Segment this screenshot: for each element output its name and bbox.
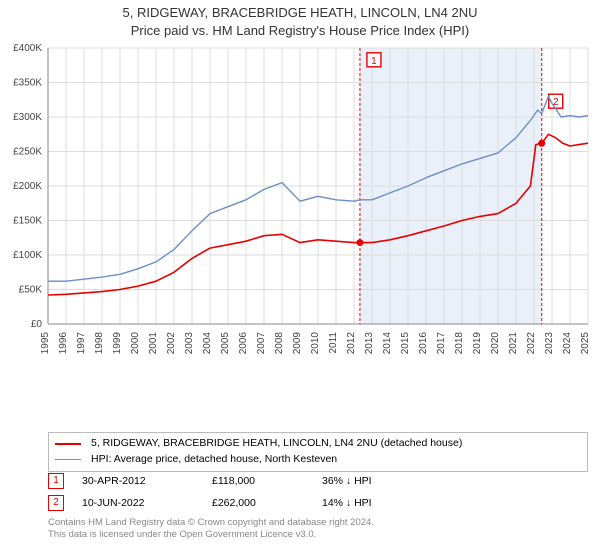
- legend: 5, RIDGEWAY, BRACEBRIDGE HEATH, LINCOLN,…: [48, 432, 588, 472]
- svg-text:1997: 1997: [76, 332, 87, 355]
- marker-badge: 2: [48, 495, 64, 511]
- title-line2: Price paid vs. HM Land Registry's House …: [0, 22, 600, 40]
- svg-text:1: 1: [371, 56, 377, 67]
- marker-row: 1 30-APR-2012£118,00036% ↓ HPI: [48, 473, 588, 489]
- svg-text:2018: 2018: [454, 332, 465, 355]
- svg-text:2024: 2024: [562, 332, 573, 355]
- marker-table: 1 30-APR-2012£118,00036% ↓ HPI 2 10-JUN-202…: [48, 473, 588, 517]
- title-line1: 5, RIDGEWAY, BRACEBRIDGE HEATH, LINCOLN,…: [0, 4, 600, 22]
- svg-text:2005: 2005: [220, 332, 231, 355]
- svg-text:2000: 2000: [130, 332, 141, 355]
- license-line2: This data is licensed under the Open Gov…: [48, 529, 588, 541]
- svg-text:£350K: £350K: [13, 78, 42, 89]
- svg-text:2003: 2003: [184, 332, 195, 355]
- legend-item: 5, RIDGEWAY, BRACEBRIDGE HEATH, LINCOLN,…: [55, 436, 581, 452]
- svg-text:£50K: £50K: [19, 285, 43, 296]
- svg-text:£400K: £400K: [13, 43, 42, 54]
- svg-text:1999: 1999: [112, 332, 123, 355]
- chart-title: 5, RIDGEWAY, BRACEBRIDGE HEATH, LINCOLN,…: [0, 0, 600, 39]
- svg-text:2025: 2025: [580, 332, 591, 355]
- svg-text:2010: 2010: [310, 332, 321, 355]
- marker-diff: 36% ↓ HPI: [322, 475, 372, 487]
- legend-label: 5, RIDGEWAY, BRACEBRIDGE HEATH, LINCOLN,…: [91, 436, 462, 452]
- license-text: Contains HM Land Registry data © Crown c…: [48, 517, 588, 542]
- svg-text:2019: 2019: [472, 332, 483, 355]
- legend-item: HPI: Average price, detached house, Nort…: [55, 452, 581, 468]
- svg-text:1998: 1998: [94, 332, 105, 355]
- svg-text:1996: 1996: [58, 332, 69, 355]
- svg-text:£250K: £250K: [13, 147, 42, 158]
- marker-date: 30-APR-2012: [82, 475, 212, 487]
- svg-text:2001: 2001: [148, 332, 159, 355]
- license-line1: Contains HM Land Registry data © Crown c…: [48, 517, 588, 529]
- svg-text:2002: 2002: [166, 332, 177, 355]
- svg-text:1995: 1995: [40, 332, 51, 355]
- legend-swatch: [55, 459, 81, 461]
- svg-text:2009: 2009: [292, 332, 303, 355]
- svg-text:£200K: £200K: [13, 181, 42, 192]
- svg-text:2023: 2023: [544, 332, 555, 355]
- marker-price: £118,000: [212, 475, 322, 487]
- svg-text:2007: 2007: [256, 332, 267, 355]
- svg-text:2006: 2006: [238, 332, 249, 355]
- svg-text:2022: 2022: [526, 332, 537, 355]
- marker-date: 10-JUN-2022: [82, 497, 212, 509]
- marker-badge: 1: [48, 473, 64, 489]
- svg-text:2013: 2013: [364, 332, 375, 355]
- svg-text:£150K: £150K: [13, 216, 42, 227]
- legend-swatch: [55, 443, 81, 445]
- svg-text:£100K: £100K: [13, 250, 42, 261]
- svg-text:2014: 2014: [382, 332, 393, 355]
- svg-text:2012: 2012: [346, 332, 357, 355]
- marker-price: £262,000: [212, 497, 322, 509]
- svg-text:2011: 2011: [328, 332, 339, 354]
- svg-text:2020: 2020: [490, 332, 501, 355]
- svg-text:2015: 2015: [400, 332, 411, 355]
- legend-label: HPI: Average price, detached house, Nort…: [91, 452, 337, 468]
- svg-text:2021: 2021: [508, 332, 519, 355]
- svg-text:2016: 2016: [418, 332, 429, 355]
- marker-diff: 14% ↓ HPI: [322, 497, 372, 509]
- svg-text:2017: 2017: [436, 332, 447, 355]
- svg-text:2004: 2004: [202, 332, 213, 355]
- marker-row: 2 10-JUN-2022£262,00014% ↓ HPI: [48, 495, 588, 511]
- price-chart: £0£50K£100K£150K£200K£250K£300K£350K£400…: [48, 44, 588, 374]
- svg-text:£300K: £300K: [13, 112, 42, 123]
- svg-text:2008: 2008: [274, 332, 285, 355]
- svg-text:£0: £0: [31, 319, 43, 330]
